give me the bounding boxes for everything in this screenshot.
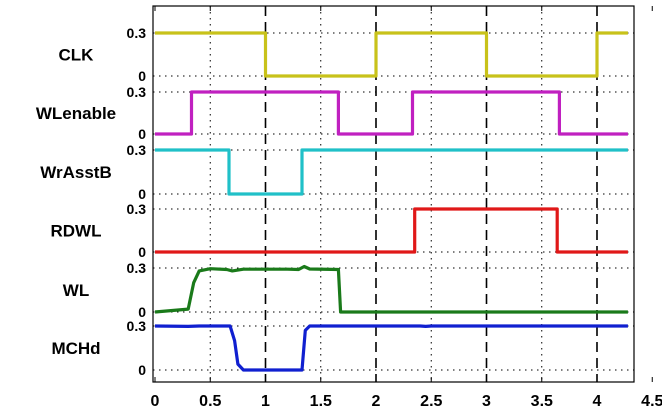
x-tick-label: 4.5 <box>641 393 662 410</box>
x-tick-label: 3.5 <box>531 393 553 410</box>
x-tick-label: 0 <box>151 393 160 410</box>
y-tick-label: 0.3 <box>127 84 147 100</box>
y-tick-label: 0 <box>138 244 146 260</box>
signal-labels: CLK WLenable WrAsstB RDWL WL MCHd <box>36 46 116 359</box>
x-tick-labels: 0 0.5 1 1.5 2 2.5 3 3.5 4 4.5 <box>151 393 662 410</box>
y-tick-label: 0.3 <box>127 25 147 41</box>
signal-traces <box>154 31 628 372</box>
y-tick-label: 0 <box>138 304 146 320</box>
series-clk-trace <box>155 31 628 78</box>
x-tick-label: 3 <box>482 393 491 410</box>
y-tick-label: 0.3 <box>127 260 147 276</box>
y-tick-label: 0 <box>138 362 146 378</box>
series-wrasstb-trace <box>155 148 628 196</box>
series-rdwl-trace <box>155 207 628 254</box>
series-label-rdwl: RDWL <box>51 222 102 241</box>
series-wlenable-trace <box>155 90 628 136</box>
x-tick-label: 1 <box>261 393 270 410</box>
y-tick-label: 0.3 <box>127 318 147 334</box>
y-tick-label: 0.3 <box>127 201 147 217</box>
y-tick-label: 0 <box>138 68 146 84</box>
x-tick-label: 2 <box>372 393 381 410</box>
x-tick-label: 2.5 <box>420 393 442 410</box>
y-tick-labels: 0.300.300.300.300.300.30 <box>127 25 147 378</box>
y-tick-label: 0.3 <box>127 142 147 158</box>
series-label-clk: CLK <box>59 46 95 65</box>
x-tick-label: 1.5 <box>310 393 332 410</box>
vertical-markers <box>264 6 598 382</box>
series-wl-trace <box>154 264 628 314</box>
series-label-mchd: MCHd <box>51 339 100 358</box>
y-tick-label: 0 <box>138 186 146 202</box>
x-tick-label: 4 <box>593 393 602 410</box>
series-label-wlenable: WLenable <box>36 104 116 123</box>
series-label-wrasstb: WrAsstB <box>40 163 111 182</box>
series-mchd-trace <box>154 324 628 372</box>
y-tick-label: 0 <box>138 126 146 142</box>
series-label-wl: WL <box>63 281 89 300</box>
x-tick-label: 0.5 <box>199 393 221 410</box>
